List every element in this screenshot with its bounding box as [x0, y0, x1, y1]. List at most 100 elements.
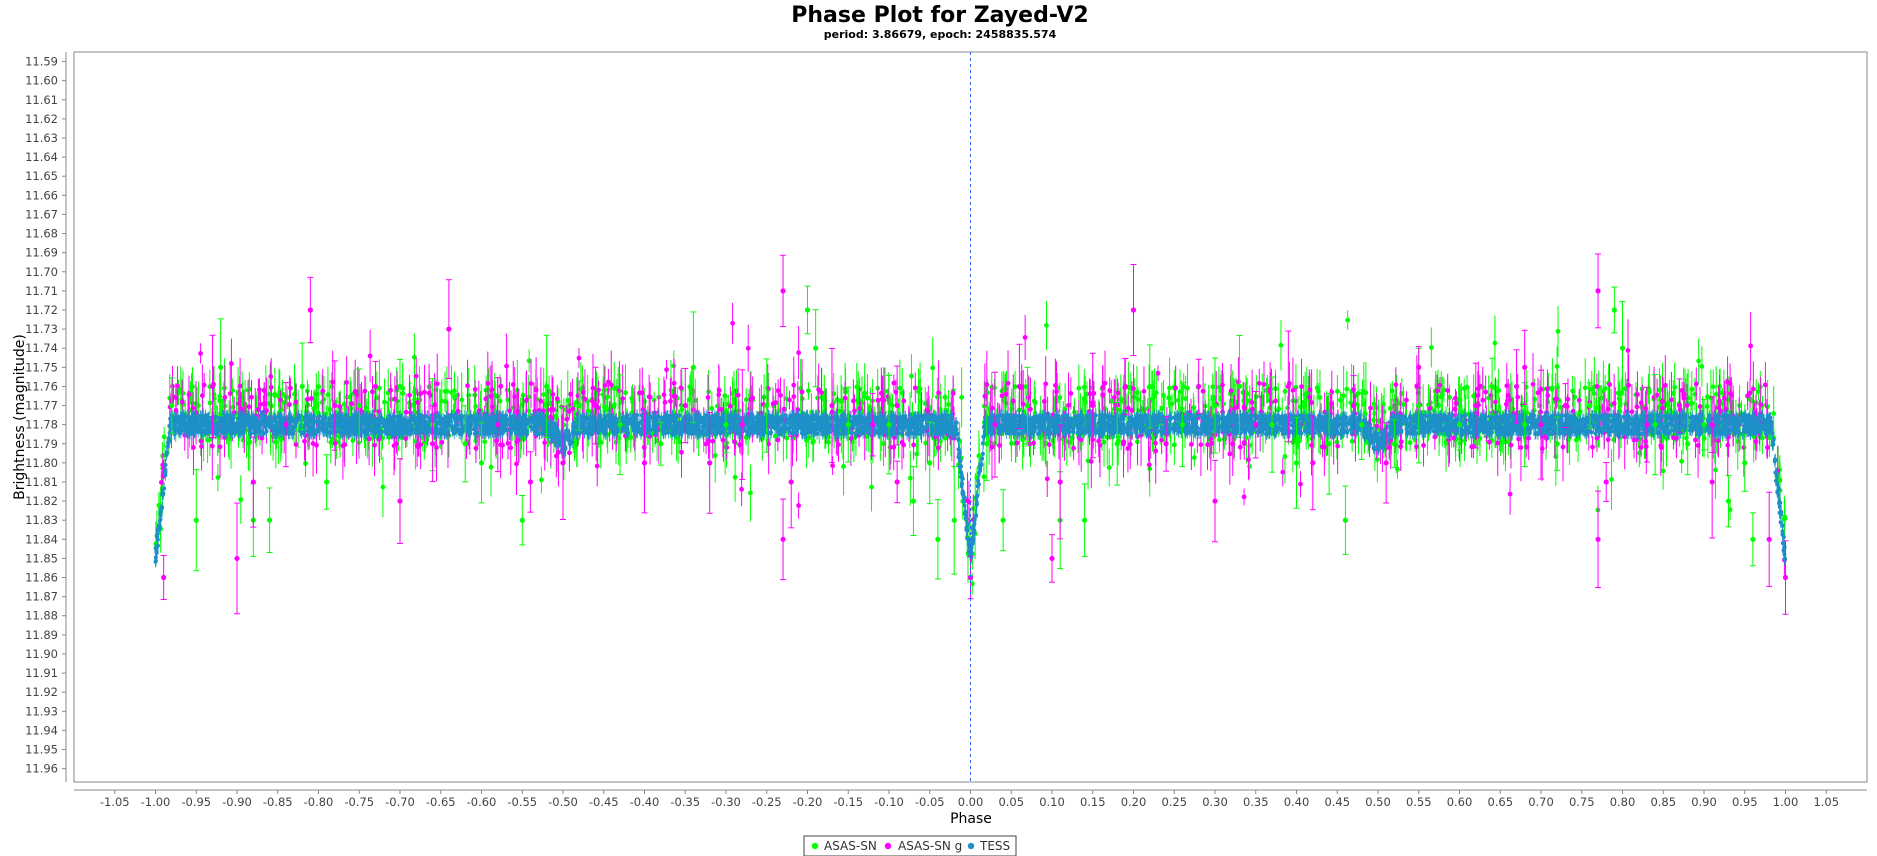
data-point	[744, 397, 749, 402]
data-point	[851, 399, 856, 404]
data-point	[1555, 364, 1560, 369]
data-point	[1082, 385, 1087, 390]
data-point	[268, 402, 273, 407]
data-point	[1508, 492, 1513, 497]
data-point	[504, 364, 509, 369]
data-point	[542, 440, 547, 445]
data-point	[1435, 388, 1440, 393]
data-point	[898, 386, 903, 391]
x-axis-ticks: -1.05 -1.00 -0.95 -0.90 -0.85 -0.80 -0.75 -0.70…	[100, 790, 1839, 809]
data-point	[1398, 444, 1403, 449]
data-point	[1404, 398, 1409, 403]
x-tick-label: 0.75	[1569, 795, 1595, 809]
data-point	[1476, 386, 1481, 391]
data-point	[555, 396, 560, 401]
data-point	[1161, 393, 1166, 398]
data-point	[748, 491, 753, 496]
data-point	[508, 445, 513, 450]
data-point	[1298, 482, 1303, 487]
x-tick-label: 0.10	[1039, 795, 1065, 809]
y-tick-label: 11.90	[25, 647, 58, 661]
x-tick-label: -0.05	[915, 795, 945, 809]
data-point	[901, 399, 906, 404]
y-tick-label: 11.68	[25, 227, 58, 241]
data-point	[1299, 384, 1304, 389]
data-point	[1438, 383, 1443, 388]
data-point	[830, 463, 835, 468]
data-point	[1421, 443, 1426, 448]
data-point	[620, 396, 625, 401]
data-point	[1612, 401, 1617, 406]
data-point	[427, 391, 432, 396]
data-point	[1054, 389, 1059, 394]
x-tick-label: 1.00	[1773, 795, 1799, 809]
data-point	[1220, 383, 1225, 388]
x-tick-label: -0.10	[874, 795, 904, 809]
data-point	[490, 387, 495, 392]
data-point	[539, 478, 544, 483]
x-tick-label: -0.60	[467, 795, 497, 809]
data-point	[223, 395, 228, 400]
data-point	[452, 394, 457, 399]
data-point	[1156, 371, 1161, 376]
x-tick-label: -0.30	[711, 795, 741, 809]
data-point	[1748, 390, 1753, 395]
y-tick-label: 11.86	[25, 571, 58, 585]
data-point	[506, 441, 511, 446]
data-point	[1453, 396, 1458, 401]
data-point	[706, 389, 711, 394]
data-point	[554, 454, 559, 459]
data-point	[305, 397, 310, 402]
data-point	[951, 391, 956, 396]
data-point	[434, 445, 439, 450]
data-point	[1639, 445, 1644, 450]
data-point	[394, 441, 399, 446]
x-tick-label: 0.05	[998, 795, 1024, 809]
data-point	[591, 386, 596, 391]
data-point	[1531, 382, 1536, 387]
data-point	[1506, 393, 1511, 398]
data-point	[1630, 409, 1635, 414]
data-point	[1045, 476, 1050, 481]
data-point	[909, 374, 914, 379]
x-tick-label: -0.80	[304, 795, 334, 809]
x-tick-label: -0.35	[670, 795, 700, 809]
x-tick-label: -1.05	[100, 795, 130, 809]
data-point	[1023, 335, 1028, 340]
data-point	[778, 393, 783, 398]
data-point	[1112, 395, 1117, 400]
data-point	[388, 388, 393, 393]
data-point	[1771, 411, 1776, 416]
data-point	[713, 453, 718, 458]
data-point	[1285, 406, 1290, 411]
data-point	[806, 388, 811, 393]
data-point	[1116, 391, 1121, 396]
data-point	[198, 351, 203, 356]
x-tick-label: -0.70	[385, 795, 415, 809]
data-point	[1031, 441, 1036, 446]
data-point	[498, 399, 503, 404]
data-point	[316, 384, 321, 389]
data-point	[1495, 441, 1500, 446]
y-tick-label: 11.64	[25, 150, 58, 164]
chart-subtitle: period: 3.86679, epoch: 2458835.574	[824, 28, 1057, 41]
data-point	[320, 389, 325, 394]
data-point	[1480, 398, 1485, 403]
data-point	[1399, 440, 1404, 445]
data-point	[199, 439, 204, 444]
x-tick-label: 0.60	[1447, 795, 1473, 809]
data-point	[349, 406, 354, 411]
data-point	[1751, 387, 1756, 392]
data-point	[273, 440, 278, 445]
x-tick-label: 0.20	[1121, 795, 1147, 809]
data-point	[733, 475, 738, 480]
data-point	[771, 401, 776, 406]
data-point	[1371, 401, 1376, 406]
data-point	[567, 409, 572, 414]
data-point	[1679, 459, 1684, 464]
data-point	[1185, 386, 1190, 391]
data-point	[1635, 404, 1640, 409]
data-point	[314, 392, 319, 397]
data-point	[580, 386, 585, 391]
data-point	[662, 392, 667, 397]
